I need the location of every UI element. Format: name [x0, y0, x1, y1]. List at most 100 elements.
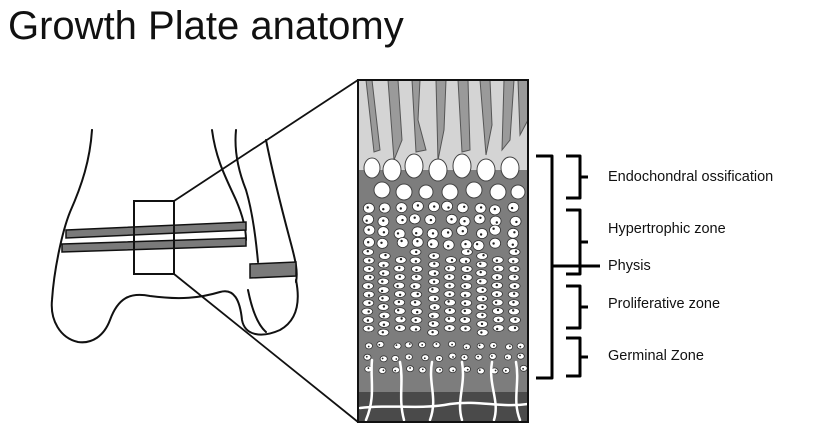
chondrocyte-cell: [376, 340, 385, 348]
cell-nucleus: [479, 206, 483, 209]
cell-nucleus: [466, 368, 469, 371]
cell-nucleus: [506, 356, 508, 359]
chondrocyte-cell: [391, 355, 400, 362]
cell-nucleus: [367, 241, 370, 244]
cell-nucleus: [519, 354, 521, 357]
chondrocyte-cell: [362, 213, 375, 225]
zoom-line-bottom: [173, 273, 359, 423]
cell-nucleus: [452, 356, 454, 358]
page-title: Growth Plate anatomy: [8, 4, 404, 48]
cell-nucleus: [413, 216, 416, 219]
chondrocyte-cell: [476, 342, 485, 350]
cell-nucleus: [435, 343, 438, 345]
cell-nucleus: [463, 317, 466, 321]
cell-nucleus: [367, 228, 370, 231]
chondrocyte-cell: [492, 324, 505, 332]
chondrocyte-cell: [393, 281, 406, 290]
cell-nucleus: [463, 356, 466, 359]
cell-nucleus: [491, 355, 493, 357]
chondrocyte-cells: [361, 200, 528, 375]
chondrocyte-cell: [460, 299, 473, 307]
chondrocyte-cell: [506, 238, 519, 249]
cell-nucleus: [514, 318, 517, 321]
cell-nucleus: [414, 328, 418, 331]
cell-nucleus: [384, 253, 387, 257]
chondrocyte-cell: [427, 311, 440, 320]
cell-nucleus: [522, 367, 524, 370]
cell-nucleus: [367, 285, 370, 288]
cell-nucleus: [512, 301, 515, 304]
chondrocyte-cell: [444, 315, 457, 324]
cell-nucleus: [397, 309, 400, 312]
cell-nucleus: [380, 289, 384, 293]
cell-nucleus: [382, 272, 385, 275]
cell-nucleus: [433, 297, 437, 301]
cell-nucleus: [448, 308, 451, 312]
cell-nucleus: [396, 284, 399, 288]
cell-nucleus: [463, 294, 467, 297]
cell-nucleus: [413, 301, 417, 304]
chondrocyte-cell: [476, 228, 488, 239]
cell-nucleus: [416, 204, 420, 207]
chondrocyte-cell: [410, 290, 423, 299]
cell-nucleus: [465, 346, 468, 349]
bracket-hypertrophic: [566, 208, 588, 276]
cell-nucleus: [513, 326, 517, 330]
cell-nucleus: [513, 275, 516, 278]
cell-nucleus: [514, 250, 518, 253]
chondrocyte-cell: [441, 200, 454, 212]
cell-nucleus: [401, 218, 404, 222]
chondrocyte-cell: [460, 282, 473, 290]
cell-nucleus: [381, 297, 384, 300]
cell-nucleus: [381, 357, 384, 360]
cell-nucleus: [414, 260, 418, 263]
cell-nucleus: [438, 357, 441, 360]
bracket-endochondral: [566, 154, 588, 200]
cell-nucleus: [479, 216, 482, 219]
chondrocyte-cell: [440, 227, 453, 239]
cell-nucleus: [365, 355, 368, 358]
cell-nucleus: [415, 250, 418, 254]
cell-nucleus: [495, 283, 498, 287]
chondrocyte-cell: [393, 342, 402, 350]
bracket-proliferative: [566, 284, 588, 330]
cell-nucleus: [492, 227, 495, 230]
cell-nucleus: [366, 319, 370, 322]
chondrocyte-cell: [475, 260, 488, 269]
cell-nucleus: [493, 344, 495, 347]
cell-nucleus: [421, 368, 424, 371]
cell-nucleus: [400, 317, 403, 320]
cell-nucleus: [382, 208, 385, 211]
cell-nucleus: [479, 280, 482, 283]
cell-nucleus: [495, 221, 498, 224]
chondrocyte-cell: [361, 307, 374, 316]
cell-nucleus: [398, 266, 401, 270]
label-proliferative: Proliferative zone: [608, 296, 721, 312]
cell-nucleus: [512, 309, 515, 312]
cell-nucleus: [463, 302, 467, 305]
cell-nucleus: [450, 259, 454, 262]
cell-nucleus: [395, 358, 398, 360]
cell-nucleus: [513, 231, 516, 234]
chondrocyte-cell: [409, 282, 422, 290]
cell-nucleus: [413, 285, 416, 288]
chondrocyte-cell: [489, 215, 502, 227]
cell-nucleus: [461, 230, 464, 233]
cell-nucleus: [368, 301, 371, 305]
chondrocyte-cell: [456, 202, 469, 214]
chondrocyte-cell: [444, 298, 456, 307]
chondrocyte-cell: [426, 238, 439, 250]
chondrocyte-cell: [505, 343, 514, 351]
cell-nucleus: [367, 345, 370, 348]
chondrocyte-cell: [473, 213, 486, 225]
chondrocyte-cell: [394, 315, 407, 324]
cell-nucleus: [452, 369, 455, 372]
chondrocyte-cell: [378, 202, 391, 214]
chondrocyte-cell: [460, 307, 473, 316]
label-endochondral: Endochondral ossification: [608, 169, 774, 185]
cell-nucleus: [482, 297, 485, 301]
cell-nucleus: [400, 239, 403, 243]
chondrocyte-cell: [448, 352, 457, 360]
cell-nucleus: [463, 309, 466, 313]
chondrocyte-cell: [516, 352, 525, 360]
